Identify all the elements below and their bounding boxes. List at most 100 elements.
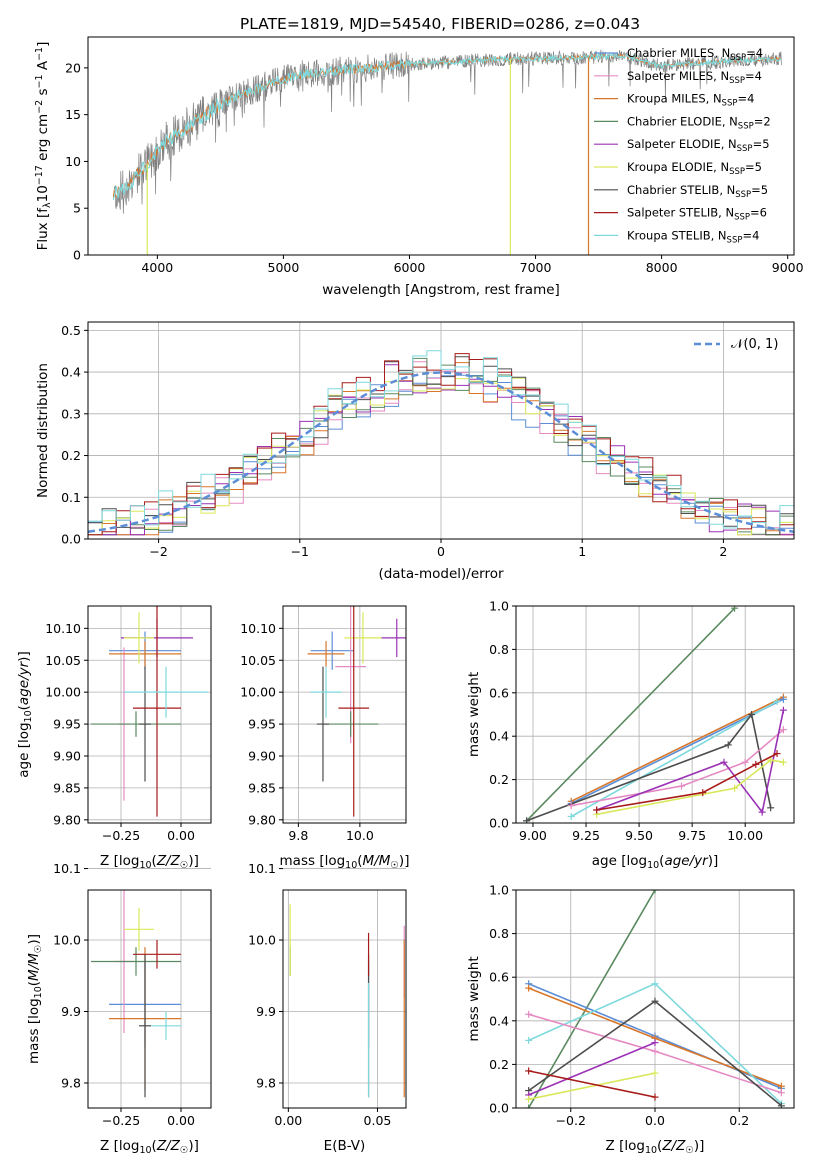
axes-frame [87,605,212,824]
legend-label: 𝒩(0, 1) [731,337,778,352]
series-line-salpeter-stelib [528,1070,656,1098]
series-line-chabrier-elodie [527,890,656,1108]
errorbar-point [307,641,345,667]
y-tick-label: 0.6 [489,685,509,700]
histogram-step-kroupa-stelib [88,350,794,536]
ticks: −0.25 0.00 9.8 9.9 10.0 10.1 [53,861,195,1128]
x-axis-label: wavelength [Angstrom, rest frame] [322,282,560,298]
plus-marker [758,808,766,816]
y-tick-label: 9.8 [61,1075,81,1090]
errorbar-point [338,606,370,817]
legend-label: Salpeter ELODIE, NSSP=5 [627,137,770,154]
x-axis-label: Z [log10(Z/Z☉)] [100,1138,199,1156]
y-tick-label: 0.2 [489,1057,509,1072]
x-tick-label: 8000 [646,260,678,275]
axes-frame [87,36,795,256]
y-tick-label: 0.4 [489,729,509,744]
y-tick-label: 10.10 [45,621,81,636]
series-line-kroupa-stelib [570,700,778,818]
legend: 𝒩(0, 1) [694,337,778,352]
y-tick-label: 0.3 [61,406,81,421]
y-tick-label: 0 [73,248,81,263]
x-tick-label: 0.00 [167,828,195,843]
panel-spectrum: 4000 5000 6000 7000 8000 9000 0 5 10 15 20 Chabrier… [34,36,804,298]
axes-frame [515,889,795,1109]
y-tick-label: 9.9 [256,1004,276,1019]
x-tick-label: 0.0 [645,1113,665,1128]
x-tick-label: 0.05 [364,1113,392,1128]
y-tick-label: 0.5 [61,323,81,338]
plus-marker [773,750,781,758]
plus-marker [651,1047,659,1055]
x-axis-label: (data-model)/error [378,566,504,582]
axes-frame [282,605,407,824]
y-tick-label: 9.90 [53,748,81,763]
x-tick-label: 0.00 [274,1113,302,1128]
ticks: 4000 5000 6000 7000 8000 9000 0 5 10 15 20 [65,60,804,275]
legend-label: Kroupa STELIB, NSSP=4 [627,228,759,245]
y-tick-label: 10.0 [53,933,81,948]
x-tick-label: 10.0 [346,828,374,843]
plus-marker [651,1093,659,1101]
y-tick-label: 9.90 [248,748,276,763]
ticks: −0.2 0.0 0.2 0.0 0.2 0.4 0.6 0.8 1.0 [489,883,749,1129]
y-tick-label: 10 [65,154,81,169]
errorbar-point [139,666,151,782]
panel-massweight_vs_Z: −0.2 0.0 0.2 0.0 0.2 0.4 0.6 0.8 1.0 Z [log10(Z/Z… [466,883,795,1156]
x-tick-label: 5000 [268,260,300,275]
y-tick-label: 9.8 [256,1075,276,1090]
errorbar-point [151,1011,181,1041]
plot-area [307,606,406,817]
y-tick-label: 5 [73,201,81,216]
plot-area [91,890,181,1098]
x-tick-label: 10.00 [727,828,763,843]
plus-marker [651,890,659,894]
grid-lines [283,868,406,1108]
errorbar-point [124,612,154,664]
y-tick-label: 9.95 [248,717,276,732]
plus-marker [651,1039,659,1047]
legend: Chabrier MILES, NSSP=4 Salpeter MILES, NS… [594,46,771,245]
plus-marker [777,1082,785,1090]
plus-marker [651,1069,659,1077]
x-tick-label: 4000 [141,260,173,275]
grid-lines [88,868,211,1108]
y-axis-label: mass [log10(M/M☉)] [26,934,44,1064]
x-tick-label: 0.2 [729,1113,749,1128]
y-tick-label: 1.0 [489,599,509,614]
axes-frame [87,889,212,1109]
plus-marker [567,812,575,820]
plus-marker [523,817,531,823]
series-line-kroupa-elodie [528,1072,656,1101]
plus-marker [779,726,787,734]
y-tick-label: 9.80 [53,812,81,827]
y-tick-label: 10.1 [53,861,81,876]
errorbar-point [91,711,181,737]
y-tick-label: 10.0 [248,933,276,948]
gaussian-curve [88,371,794,533]
plus-marker [651,980,659,988]
x-tick-label: 2 [719,544,727,559]
panel-age_vs_mass: 9.8 10.0 9.80 9.85 9.90 9.95 10.00 10.05 10.10 ma… [240,605,409,871]
panel-age_vs_Z: −0.25 0.00 9.80 9.85 9.90 9.95 10.00 10.05 10.10… [16,605,212,871]
plus-marker [525,1010,533,1018]
errorbar-point [133,606,181,817]
legend-label: Salpeter STELIB, NSSP=6 [627,206,767,223]
errorbar-point [139,954,151,1098]
y-axis-label: mass weight [466,672,482,757]
plus-marker [651,997,659,1005]
legend-label: Chabrier STELIB, NSSP=5 [627,183,768,200]
y-tick-label: 0.6 [489,970,509,985]
plus-marker [752,760,760,768]
plus-marker [593,806,601,814]
plus-marker [567,802,575,810]
plus-marker [525,1036,533,1044]
x-axis-label: Z [log10(Z/Z☉)] [606,1138,705,1156]
y-tick-label: 10.00 [240,685,276,700]
y-tick-label: 0.4 [489,1013,509,1028]
grid-lines [283,606,406,823]
y-axis-label: Normed distribution [35,363,51,498]
plot-area [88,350,794,536]
x-tick-label: 1 [578,544,586,559]
